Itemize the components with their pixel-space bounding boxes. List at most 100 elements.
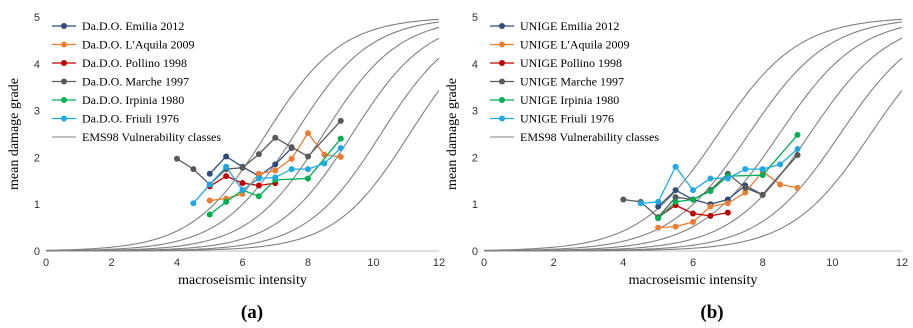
legend-marker — [499, 60, 505, 66]
x-tick-label: 12 — [433, 257, 445, 269]
data-point — [672, 194, 679, 201]
data-point — [223, 153, 230, 160]
data-point — [272, 174, 279, 181]
data-point — [337, 153, 344, 160]
y-tick-label: 2 — [34, 152, 40, 164]
data-point — [777, 181, 784, 188]
data-point — [742, 184, 749, 191]
data-point — [707, 175, 714, 182]
ems98-curve — [46, 90, 440, 252]
series-da-d-o-friuli-1976 — [190, 145, 344, 207]
x-tick-label: 0 — [481, 257, 487, 269]
data-point — [655, 224, 662, 231]
data-point — [655, 203, 662, 210]
legend-entry: Da.D.O. Pollino 1998 — [82, 56, 187, 70]
data-point — [337, 145, 344, 152]
data-point — [672, 163, 679, 170]
data-point — [190, 166, 197, 173]
data-point — [288, 166, 295, 173]
legend-entry: Da.D.O. Friuli 1976 — [82, 112, 179, 126]
legend-marker — [499, 97, 505, 103]
legend-entry: EMS98 Vulnerability classes — [82, 130, 221, 144]
y-tick-label: 5 — [34, 12, 40, 24]
data-point — [690, 187, 696, 194]
data-point — [794, 152, 801, 159]
legend-entry: Da.D.O. Marche 1997 — [82, 75, 189, 89]
y-tick-label: 0 — [472, 246, 478, 258]
data-point — [239, 180, 246, 187]
legend-entry: UNIGE Irpinia 1980 — [520, 93, 619, 107]
y-axis-label: mean damage grade — [7, 78, 22, 190]
data-point — [620, 196, 627, 203]
data-point — [690, 210, 696, 217]
legend-entry: Da.D.O. Emilia 2012 — [82, 19, 184, 33]
x-tick-label: 8 — [760, 257, 766, 269]
data-point — [672, 187, 679, 194]
data-point — [672, 198, 679, 205]
y-tick-label: 4 — [472, 59, 478, 71]
data-point — [174, 155, 180, 162]
legend-entry: UNIGE Pollino 1998 — [520, 56, 622, 70]
legend-entry: Da.D.O. Irpinia 1980 — [82, 93, 184, 107]
data-point — [637, 200, 644, 207]
data-point — [724, 200, 731, 207]
data-point — [759, 172, 766, 179]
data-point — [742, 189, 749, 196]
data-point — [239, 187, 246, 194]
data-point — [239, 164, 246, 171]
legend-marker — [61, 78, 67, 85]
x-tick-label: 4 — [620, 257, 626, 269]
series-line — [192, 147, 342, 204]
series-unige-friuli-1976 — [637, 145, 801, 207]
data-point — [206, 211, 213, 218]
data-point — [690, 196, 696, 203]
legend-entry: UNIGE Friuli 1976 — [520, 112, 614, 126]
data-point — [794, 145, 801, 152]
y-tick-label: 2 — [472, 152, 478, 164]
data-point — [255, 193, 262, 200]
data-point — [724, 175, 731, 182]
legend-marker — [499, 41, 505, 48]
legend: UNIGE Emilia 2012 UNIGE L'Aquila 2009 UNIG… — [490, 19, 659, 144]
legend-marker — [61, 115, 67, 122]
ems98-curve — [45, 21, 440, 252]
panel-label: (b) — [700, 302, 723, 323]
y-tick-label: 0 — [34, 246, 40, 258]
data-point — [223, 173, 230, 180]
y-tick-label: 1 — [472, 199, 478, 211]
data-point — [288, 155, 295, 162]
data-point — [255, 175, 262, 182]
data-point — [794, 184, 801, 191]
data-point — [724, 209, 731, 216]
data-point — [272, 161, 279, 168]
legend-entry: Da.D.O. L'Aquila 2009 — [82, 38, 194, 52]
data-point — [707, 188, 714, 195]
y-tick-label: 4 — [34, 59, 40, 71]
data-point — [206, 181, 213, 188]
y-tick-label: 3 — [34, 106, 40, 118]
data-point — [759, 191, 766, 198]
legend-entry: UNIGE Emilia 2012 — [520, 19, 619, 33]
panel-label: (a) — [241, 302, 263, 323]
data-point — [672, 223, 679, 230]
data-point — [337, 117, 344, 124]
data-point — [255, 182, 262, 189]
x-tick-label: 10 — [367, 257, 379, 269]
legend-marker — [61, 60, 67, 66]
x-tick-label: 6 — [239, 257, 245, 269]
data-point — [321, 160, 328, 167]
legend-entry: EMS98 Vulnerability classes — [520, 130, 659, 144]
data-point — [255, 170, 262, 177]
data-point — [305, 175, 311, 182]
data-point — [206, 197, 213, 204]
data-point — [305, 166, 311, 173]
series-line — [176, 120, 342, 186]
data-point — [655, 215, 662, 222]
series-line — [640, 148, 798, 204]
y-axis-label: mean damage grade — [445, 78, 460, 190]
legend-marker — [499, 115, 505, 122]
ems98-curve — [484, 90, 903, 252]
x-axis-label: macroseismic intensity — [629, 273, 758, 288]
